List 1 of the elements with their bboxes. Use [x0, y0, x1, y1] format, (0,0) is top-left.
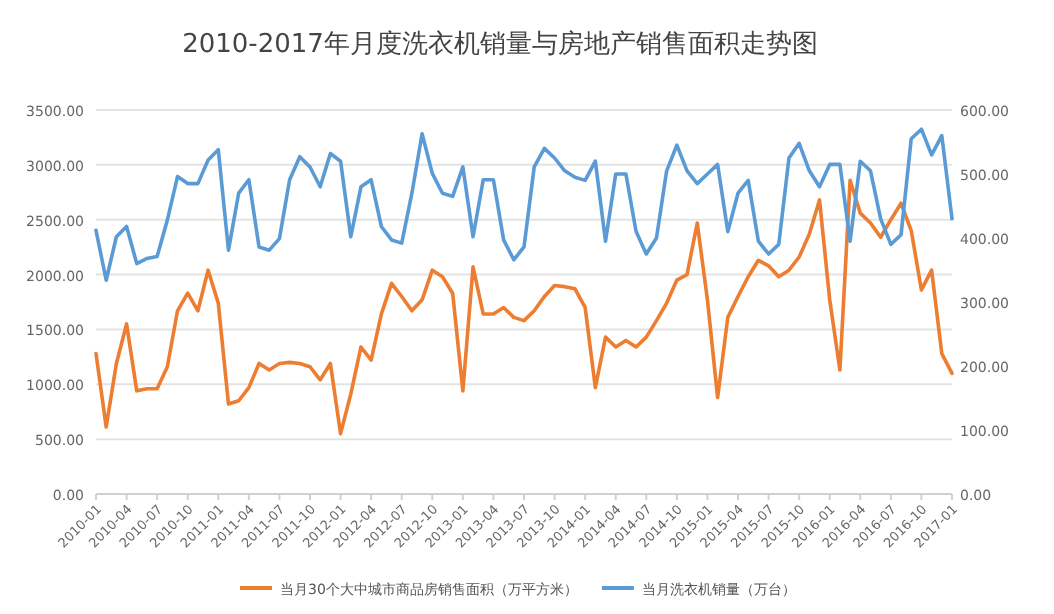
- chart-title: 2010-2017年月度洗衣机销量与房地产销售面积走势图: [182, 28, 818, 60]
